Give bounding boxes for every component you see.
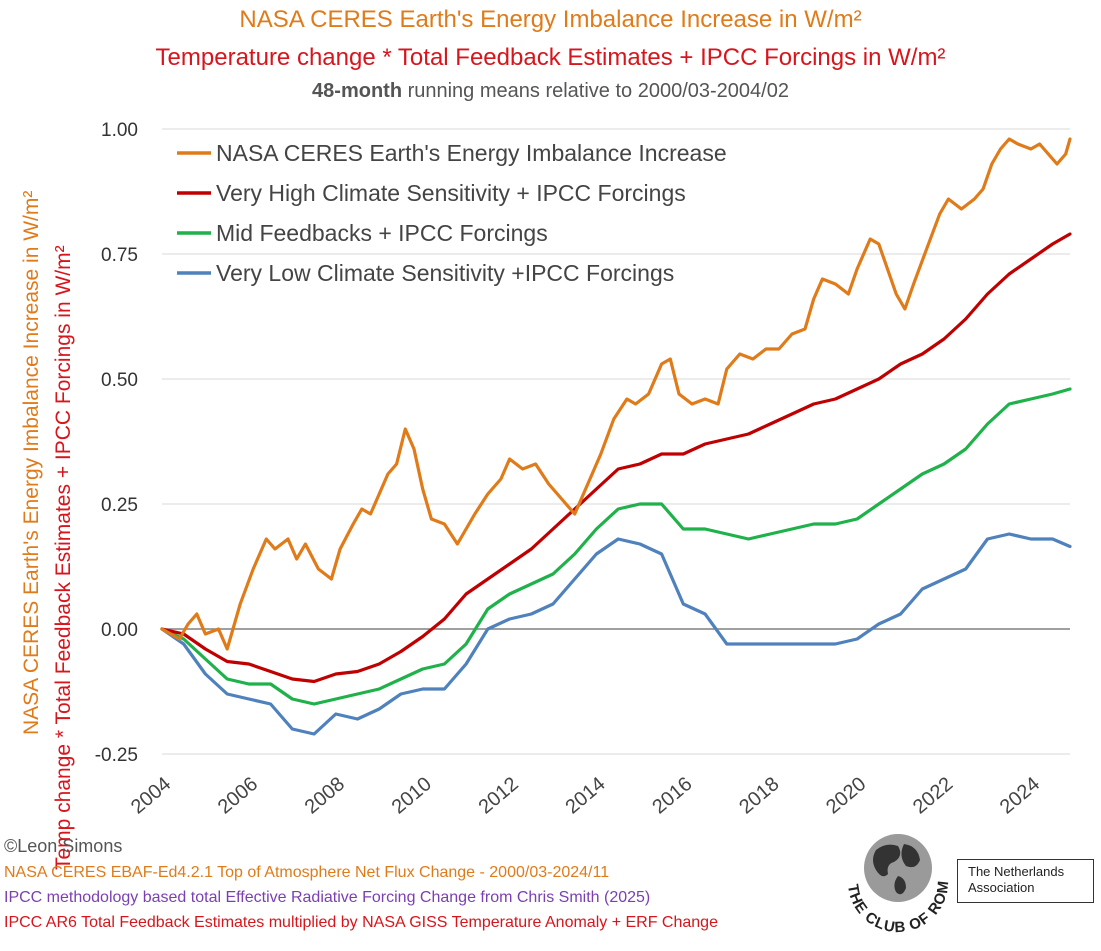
subtitle-bold: 48-month: [312, 80, 403, 102]
x-tick-label: 2012: [475, 773, 523, 818]
gridlines: [162, 128, 1070, 755]
x-tick-label: 2006: [214, 773, 262, 818]
y-axis-ticks: -0.25 0.00 0.25 0.50 0.75 1.00: [95, 120, 138, 766]
legend-item-very-high: Very High Climate Sensitivity + IPCC For…: [216, 180, 686, 206]
x-tick-label: 2024: [996, 773, 1044, 818]
x-tick-label: 2014: [561, 773, 609, 818]
x-tick-label: 2022: [909, 773, 957, 818]
y-tick-label: 0.75: [101, 245, 138, 266]
y-tick-label: 0.25: [101, 495, 138, 516]
legend-item-ceres: NASA CERES Earth's Energy Imbalance Incr…: [216, 140, 727, 166]
legend-item-mid: Mid Feedbacks + IPCC Forcings: [216, 220, 548, 246]
logo-box-line1: The Netherlands: [968, 864, 1065, 879]
series-very-high-line: [160, 232, 1072, 684]
series-mid-line: [160, 387, 1072, 706]
source-erf: IPCC methodology based total Effective R…: [4, 889, 651, 906]
y-tick-label: 0.00: [101, 620, 138, 641]
series-ceres-line: [160, 137, 1072, 651]
y-tick-label: 0.50: [101, 370, 138, 391]
chart-title-2: Temperature change * Total Feedback Esti…: [155, 44, 946, 71]
chart-title: NASA CERES Earth's Energy Imbalance Incr…: [239, 6, 862, 33]
subtitle-rest: running means relative to 2000/03-2004/0…: [402, 80, 789, 102]
x-tick-label: 2008: [301, 773, 349, 818]
x-tick-label: 2004: [127, 773, 175, 818]
netherlands-association-box: The Netherlands Association: [957, 859, 1094, 903]
source-feedback: IPCC AR6 Total Feedback Estimates multip…: [4, 914, 718, 931]
legend-item-very-low: Very Low Climate Sensitivity +IPCC Forci…: [216, 260, 674, 286]
x-tick-label: 2018: [735, 773, 783, 818]
x-tick-label: 2020: [822, 773, 870, 818]
series-lines: [160, 137, 1072, 736]
x-tick-label: 2010: [388, 773, 436, 818]
legend: NASA CERES Earth's Energy Imbalance Incr…: [177, 140, 727, 286]
logo-box-line2: Association: [968, 880, 1035, 895]
series-very-low-line: [160, 532, 1072, 736]
x-tick-label: 2016: [648, 773, 696, 818]
y-tick-label: 1.00: [101, 120, 138, 141]
chart-subtitle: 48-month running means relative to 2000/…: [0, 80, 1101, 103]
source-ceres: NASA CERES EBAF-Ed4.2.1 Top of Atmospher…: [4, 864, 610, 881]
copyright: ©Leon Simons: [4, 836, 123, 856]
club-of-rome-logo: THE CLUB OF ROME: [838, 820, 951, 936]
y-tick-label: -0.25: [95, 745, 138, 766]
x-axis-ticks: 2004 2006 2008 2010 2012 2014 2016 2018 2020 2022…: [127, 773, 1044, 818]
